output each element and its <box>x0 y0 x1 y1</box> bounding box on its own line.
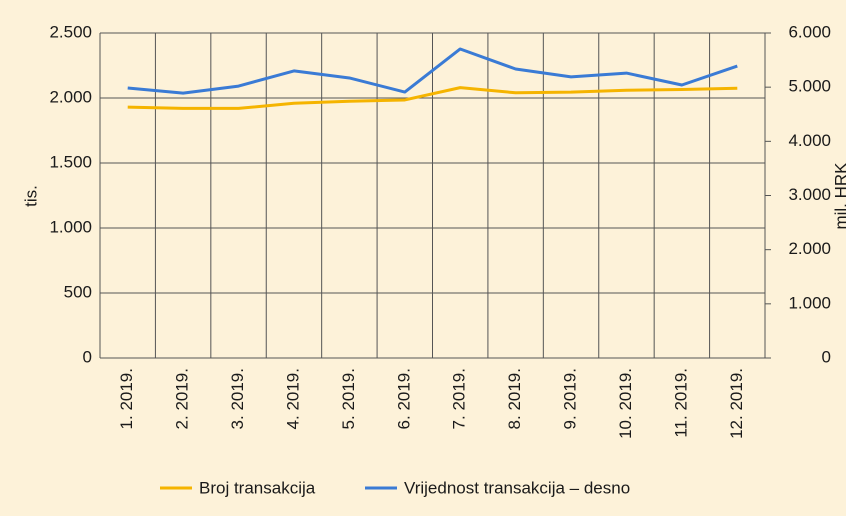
y-tick-label: 500 <box>64 282 92 301</box>
y2-axis-label: mil. HRK <box>831 162 846 230</box>
x-tick-label: 5. 2019. <box>339 368 358 429</box>
y-tick-label: 2.500 <box>49 22 92 41</box>
y-tick-label: 1.000 <box>49 217 92 236</box>
x-tick-label: 3. 2019. <box>228 368 247 429</box>
y2-tick-label: 5.000 <box>788 77 831 96</box>
y2-tick-label: 2.000 <box>788 239 831 258</box>
x-tick-label: 2. 2019. <box>173 368 192 429</box>
x-tick-label: 10. 2019. <box>616 368 635 439</box>
x-tick-label: 6. 2019. <box>394 368 413 429</box>
y2-tick-label: 1.000 <box>788 293 831 312</box>
y-tick-label: 2.000 <box>49 87 92 106</box>
legend-label: Vrijednost transakcija – desno <box>404 478 630 497</box>
x-tick-label: 8. 2019. <box>505 368 524 429</box>
x-tick-label: 7. 2019. <box>450 368 469 429</box>
series-line <box>127 47 738 95</box>
x-tick-label: 9. 2019. <box>561 368 580 429</box>
x-tick-label: 11. 2019. <box>671 368 690 438</box>
y-axis-label: tis. <box>21 185 40 207</box>
y2-tick-label: 3.000 <box>788 185 831 204</box>
x-tick-label: 4. 2019. <box>283 368 302 429</box>
y2-tick-label: 4.000 <box>788 131 831 150</box>
x-tick-label: 1. 2019. <box>117 368 136 429</box>
y2-tick-label: 6.000 <box>788 22 831 41</box>
y-tick-label: 1.500 <box>49 152 92 171</box>
y2-tick-label: 0 <box>822 347 831 366</box>
legend-label: Broj transakcija <box>199 478 316 497</box>
y-tick-label: 0 <box>83 347 92 366</box>
series-line <box>127 86 738 110</box>
x-tick-label: 12. 2019. <box>727 368 746 439</box>
